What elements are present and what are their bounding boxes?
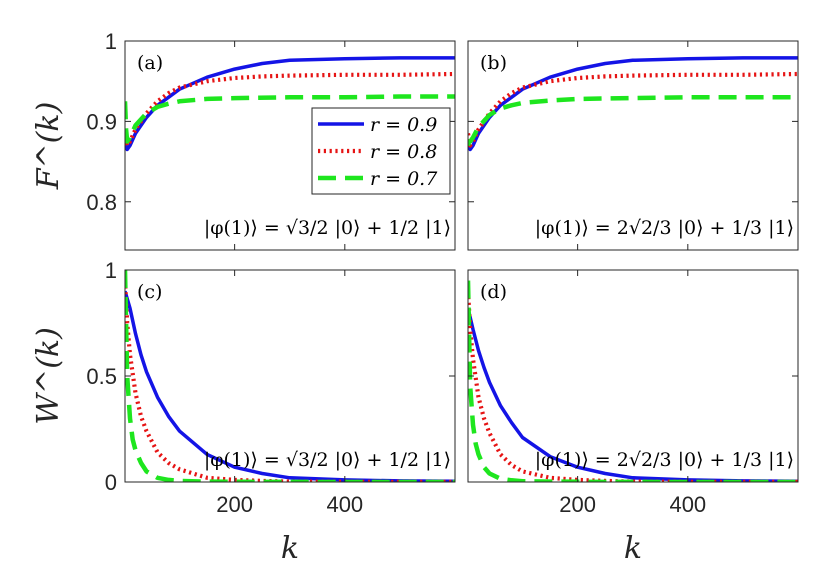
legend-entry-label: r = 0.8 <box>370 141 437 163</box>
panel-label: (d) <box>480 281 507 303</box>
series-line-r-0-8 <box>125 280 455 482</box>
y-tick-label: 0 <box>105 470 117 495</box>
series-line-r-0-8 <box>468 71 798 148</box>
y-axis-label: W^(k) <box>31 327 66 425</box>
panel-label: (c) <box>137 281 162 303</box>
y-tick-label: 0.8 <box>86 190 117 215</box>
series-line-r-0-7 <box>468 95 798 147</box>
axes-box <box>124 40 456 251</box>
y-tick-label: 1 <box>105 258 117 283</box>
x-axis-label: k <box>281 531 299 566</box>
series-line-r-0-7 <box>125 270 455 482</box>
series-line-r-0-9 <box>468 307 798 482</box>
x-axis-label: k <box>624 531 642 566</box>
state-annotation: |φ(1)⟩ = 2√2/3 |0⟩ + 1/3 |1⟩ <box>535 449 794 471</box>
x-tick-label: 400 <box>326 492 363 517</box>
series-line-r-0-9 <box>125 290 455 482</box>
panel-d: 200 400 (d) |φ(1)⟩ = 2√2/3 |0⟩ + 1/3 |1⟩ k <box>467 269 799 566</box>
x-tick-label: 200 <box>559 492 596 517</box>
state-annotation: |φ(1)⟩ = √3/2 |0⟩ + 1/2 |1⟩ <box>204 449 451 471</box>
legend-entry-label: r = 0.9 <box>370 114 437 136</box>
state-annotation: |φ(1)⟩ = 2√2/3 |0⟩ + 1/3 |1⟩ <box>535 217 794 239</box>
legend-entry-label: r = 0.7 <box>370 168 438 190</box>
y-axis-label: F^(k) <box>31 102 66 191</box>
state-annotation: |φ(1)⟩ = √3/2 |0⟩ + 1/2 |1⟩ <box>204 217 451 239</box>
legend: r = 0.9 r = 0.8 r = 0.7 <box>311 107 451 195</box>
x-tick-label: 200 <box>216 492 253 517</box>
y-tick-label: 0.5 <box>86 364 117 389</box>
x-tick-label: 400 <box>669 492 706 517</box>
series-line-r-0-8 <box>125 71 455 148</box>
series-line-r-0-7 <box>125 94 455 144</box>
y-tick-label: 0.9 <box>86 109 117 134</box>
panel-a: 0.8 0.9 1 (a) |φ(1)⟩ = √3/2 |0⟩ + 1/2 |1⟩ F^(… <box>31 29 456 251</box>
axes-box <box>467 40 799 251</box>
panel-c: 200 400 0 0.5 1 (c) |φ(1)⟩ = √3/2 |0⟩ + 1/2 |1… <box>31 258 456 566</box>
panel-label: (a) <box>137 52 163 74</box>
panel-b: (b) |φ(1)⟩ = 2√2/3 |0⟩ + 1/3 |1⟩ <box>467 40 799 251</box>
panel-label: (b) <box>480 52 507 74</box>
y-tick-label: 1 <box>105 29 117 54</box>
